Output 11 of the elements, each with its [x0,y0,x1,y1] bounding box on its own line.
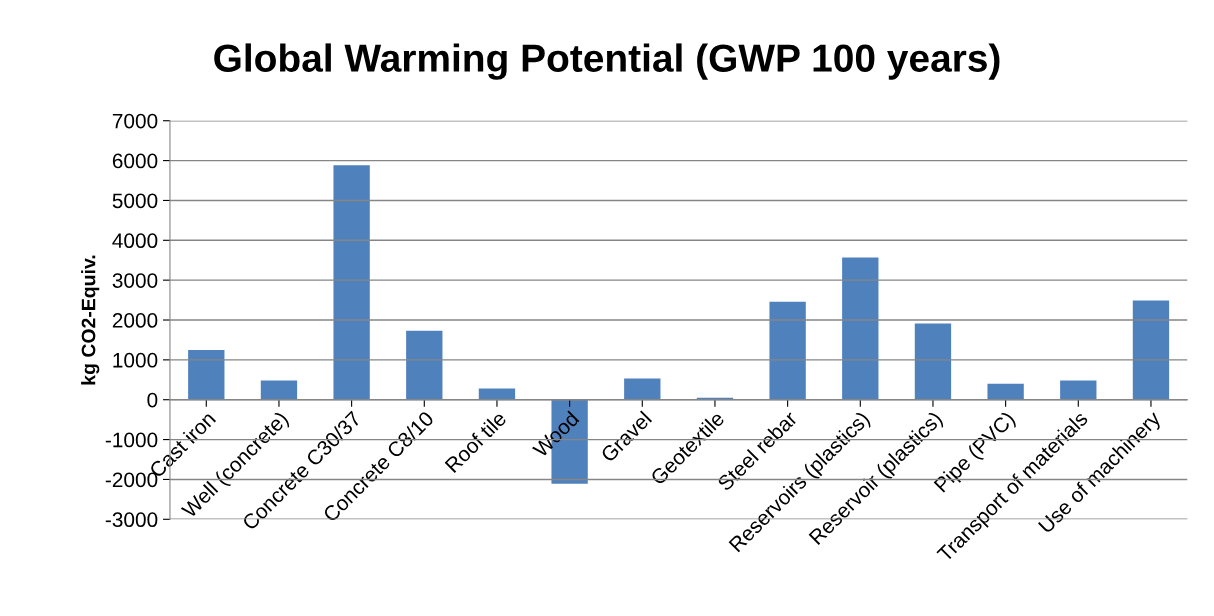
y-tick-label: 2000 [112,313,158,328]
y-tick-label: 4000 [112,233,158,249]
y-tick-label: -3000 [105,512,158,528]
chart-title: Global Warming Potential (GWP 100 years) [214,43,1000,80]
y-tick-label: 1000 [113,352,158,368]
y-tick-label: 7000 [112,113,158,129]
y-tick-label: 3000 [112,273,158,288]
y-tick-label: 5000 [112,193,158,209]
y-tick-label: 0 [147,392,158,408]
y-axis-title: kg CO2-Equiv. [81,255,100,385]
y-tick-label: 6000 [112,153,158,169]
